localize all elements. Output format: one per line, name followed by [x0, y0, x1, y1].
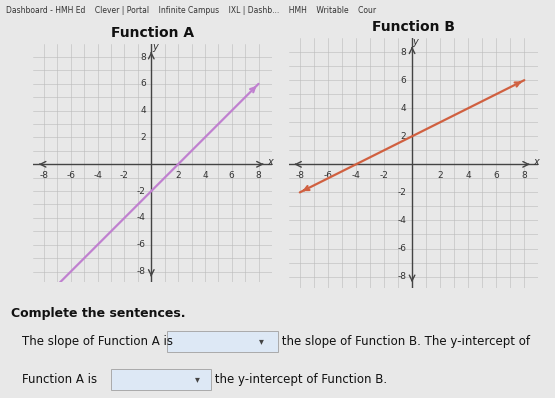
- Text: -6: -6: [137, 240, 146, 249]
- Text: 8: 8: [140, 53, 146, 62]
- Title: Function A: Function A: [111, 25, 194, 40]
- Text: -8: -8: [295, 172, 304, 180]
- Text: 6: 6: [401, 76, 406, 85]
- Text: y: y: [152, 42, 158, 52]
- Text: ▾: ▾: [259, 336, 264, 346]
- Text: the y-intercept of Function B.: the y-intercept of Function B.: [211, 373, 387, 386]
- Text: Complete the sentences.: Complete the sentences.: [11, 307, 185, 320]
- Text: y: y: [413, 37, 418, 47]
- Text: 4: 4: [466, 172, 471, 180]
- Text: x: x: [267, 157, 273, 167]
- Text: 2: 2: [401, 132, 406, 141]
- FancyBboxPatch shape: [166, 331, 278, 351]
- Text: The slope of Function A is: The slope of Function A is: [22, 335, 173, 348]
- Text: Dashboard - HMH Ed    Clever | Portal    Infinite Campus    IXL | Dashb...    HM: Dashboard - HMH Ed Clever | Portal Infin…: [6, 6, 376, 16]
- Text: -4: -4: [137, 213, 146, 222]
- Text: 4: 4: [140, 106, 146, 115]
- Text: 4: 4: [202, 171, 208, 180]
- Text: -4: -4: [351, 172, 360, 180]
- Text: -4: -4: [93, 171, 102, 180]
- Text: 8: 8: [256, 171, 261, 180]
- Text: 2: 2: [437, 172, 443, 180]
- Text: Function A is: Function A is: [22, 373, 97, 386]
- Text: 6: 6: [140, 79, 146, 88]
- Text: -6: -6: [324, 172, 332, 180]
- FancyBboxPatch shape: [111, 369, 211, 390]
- Text: -8: -8: [397, 272, 406, 281]
- Text: x: x: [533, 157, 539, 167]
- Text: -2: -2: [120, 171, 129, 180]
- Text: -4: -4: [397, 216, 406, 225]
- Text: -2: -2: [137, 187, 146, 195]
- Text: -6: -6: [67, 171, 75, 180]
- Text: -2: -2: [380, 172, 388, 180]
- Text: 6: 6: [493, 172, 499, 180]
- Text: the slope of Function B. The y-intercept of: the slope of Function B. The y-intercept…: [278, 335, 529, 348]
- Text: -8: -8: [39, 171, 48, 180]
- Text: -6: -6: [397, 244, 406, 253]
- Text: -2: -2: [397, 188, 406, 197]
- Text: 2: 2: [175, 171, 181, 180]
- Text: 6: 6: [229, 171, 235, 180]
- Text: 8: 8: [401, 48, 406, 57]
- Text: ▾: ▾: [195, 375, 200, 384]
- Title: Function B: Function B: [372, 20, 455, 34]
- Text: -8: -8: [137, 267, 146, 276]
- Text: 8: 8: [522, 172, 527, 180]
- Text: 4: 4: [401, 104, 406, 113]
- Text: 2: 2: [140, 133, 146, 142]
